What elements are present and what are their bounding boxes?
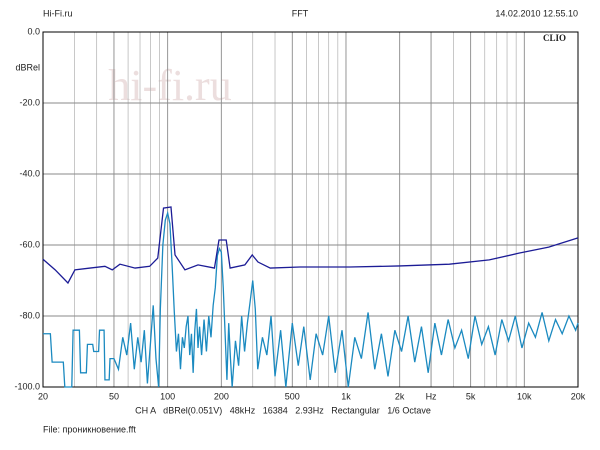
y-tick-label: -100.0 xyxy=(14,381,40,391)
plot-border xyxy=(42,31,579,388)
y-tick-label: -40.0 xyxy=(19,168,40,178)
y-axis-label: dBRel xyxy=(15,62,40,72)
file-name: File: проникновение.fft xyxy=(43,424,136,434)
y-tick-label: -80.0 xyxy=(19,310,40,320)
x-tick-label: 1k xyxy=(341,391,351,401)
chart-title: FFT xyxy=(292,8,309,18)
x-tick-label: 200 xyxy=(214,391,229,401)
x-tick-label: 50 xyxy=(109,391,119,401)
brand: CLIO xyxy=(543,33,566,43)
series-line xyxy=(42,206,579,285)
header-left: Hi-Fi.ru xyxy=(43,8,73,18)
x-tick-label: 500 xyxy=(285,391,300,401)
header-right: 14.02.2010 12.55.10 xyxy=(495,8,578,18)
y-tick-label: 0.0 xyxy=(27,26,40,36)
watermark: hi-fi.ru xyxy=(108,61,231,110)
x-tick-label: 2k xyxy=(395,391,405,401)
y-tick-label: -60.0 xyxy=(19,239,40,249)
x-tick-label: 20 xyxy=(38,391,48,401)
y-tick-label: -20.0 xyxy=(19,97,40,107)
x-tick-label: 20k xyxy=(571,391,586,401)
series-line xyxy=(43,210,579,388)
x-tick-label: 5k xyxy=(466,391,476,401)
x-tick-label: Hz xyxy=(426,391,437,401)
x-tick-label: 100 xyxy=(160,391,175,401)
footer: CH A dBRel(0.051V) 48kHz 16384 2.93Hz Re… xyxy=(135,405,431,415)
x-tick-label: 10k xyxy=(517,391,532,401)
